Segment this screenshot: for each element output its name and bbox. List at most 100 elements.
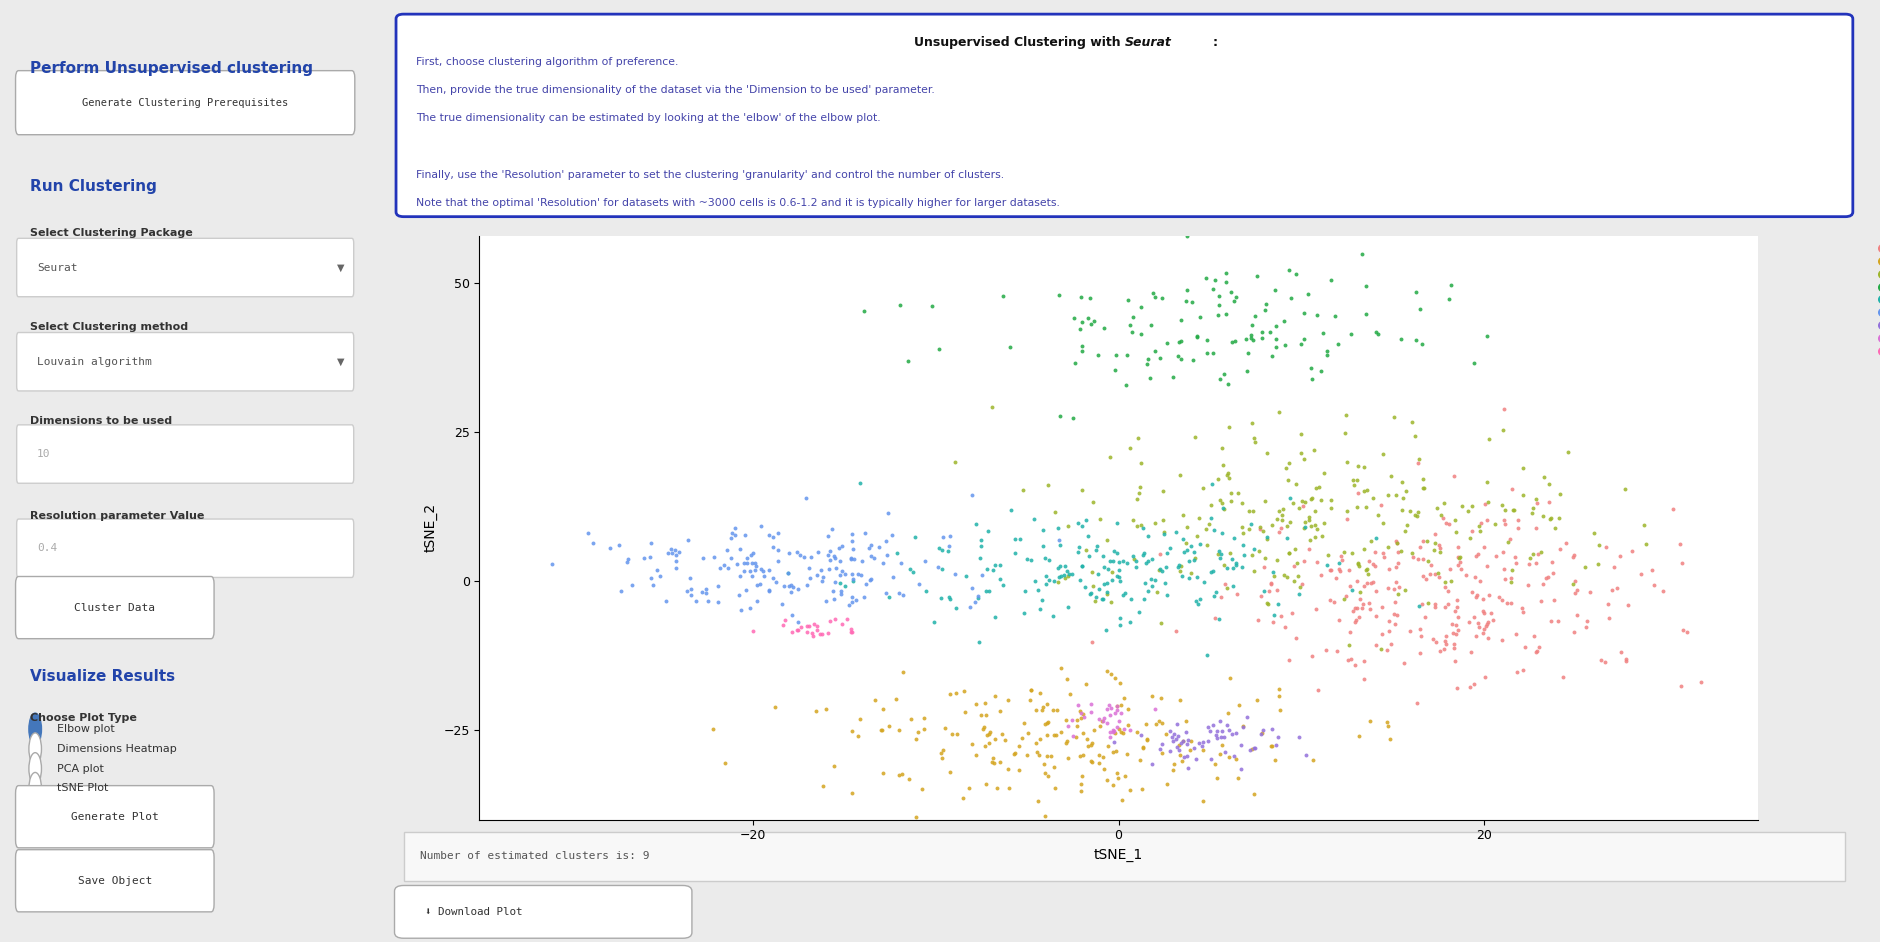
Point <box>1053 566 1083 581</box>
Point <box>1472 495 1502 510</box>
Point <box>1384 586 1414 601</box>
Point <box>1451 567 1481 582</box>
Point <box>1126 727 1156 742</box>
Point <box>617 577 647 593</box>
Point <box>979 755 1010 771</box>
Point <box>1089 762 1119 777</box>
Point <box>1066 784 1096 799</box>
Point <box>1188 793 1218 808</box>
Point <box>899 564 929 579</box>
Point <box>978 399 1008 414</box>
Point <box>1211 275 1241 290</box>
Point <box>1404 598 1434 613</box>
Point <box>1216 494 1246 509</box>
Point <box>635 570 666 585</box>
Point <box>1668 556 1698 571</box>
Point <box>737 545 767 560</box>
Point <box>1214 671 1245 686</box>
Point <box>1166 559 1196 574</box>
Point <box>869 555 899 570</box>
Point <box>1519 629 1549 644</box>
Point <box>1455 679 1485 694</box>
Text: ▼: ▼ <box>337 357 344 366</box>
Point <box>763 554 793 569</box>
Point <box>1545 511 1575 526</box>
Point <box>652 593 682 609</box>
Point <box>1181 752 1211 767</box>
Point <box>1609 481 1639 496</box>
Point <box>1382 535 1412 550</box>
Text: Select Clustering method: Select Clustering method <box>30 322 188 333</box>
Point <box>1141 573 1171 588</box>
Point <box>885 556 916 571</box>
Point <box>1423 569 1453 584</box>
Point <box>966 532 996 547</box>
Point <box>1075 585 1105 600</box>
Point <box>1045 568 1075 583</box>
Point <box>901 731 931 746</box>
Point <box>1273 530 1303 545</box>
Point <box>882 691 912 706</box>
Point <box>1060 355 1090 370</box>
Point <box>1028 700 1058 715</box>
Point <box>970 707 1000 723</box>
Text: ▼: ▼ <box>337 263 344 272</box>
Point <box>1365 642 1395 657</box>
Point <box>927 543 957 558</box>
Point <box>1465 518 1495 533</box>
Point <box>1196 497 1226 512</box>
Point <box>1284 729 1314 744</box>
Point <box>1192 521 1222 536</box>
Point <box>1361 324 1391 339</box>
Point <box>1472 630 1502 645</box>
Point <box>635 549 666 564</box>
Point <box>1519 546 1549 561</box>
Point <box>1282 555 1312 570</box>
Point <box>1425 538 1455 553</box>
Point <box>1113 348 1143 363</box>
Point <box>729 556 760 571</box>
Point <box>1412 533 1442 548</box>
Point <box>1342 612 1372 627</box>
Point <box>1162 524 1192 539</box>
Point <box>1043 520 1073 535</box>
Point <box>820 548 850 563</box>
Point <box>1352 576 1382 591</box>
Point <box>1288 451 1318 466</box>
Text: Note that the optimal 'Resolution' for datasets with ~3000 cells is 0.6-1.2 and : Note that the optimal 'Resolution' for d… <box>415 198 1060 208</box>
Point <box>1040 504 1070 519</box>
Point <box>1145 546 1175 561</box>
Point <box>1386 332 1416 347</box>
Point <box>1032 727 1062 742</box>
Point <box>1173 761 1203 776</box>
Point <box>709 558 739 573</box>
Point <box>1444 551 1474 566</box>
Point <box>1008 482 1038 497</box>
Point <box>1459 676 1489 691</box>
Point <box>1252 529 1282 544</box>
Point <box>1508 600 1538 615</box>
Point <box>1079 593 1109 609</box>
Point <box>1440 618 1470 633</box>
Point <box>771 612 801 627</box>
Point <box>1444 554 1474 569</box>
Point <box>1350 578 1380 593</box>
Point <box>1434 561 1465 577</box>
Point <box>1444 623 1474 638</box>
Point <box>1151 726 1181 741</box>
Point <box>769 618 799 633</box>
Point <box>1023 744 1053 759</box>
Point <box>1102 545 1132 560</box>
Point <box>1136 371 1166 386</box>
Point <box>1104 555 1134 570</box>
Point <box>1192 537 1222 552</box>
Point <box>1075 738 1105 753</box>
Point <box>1181 329 1211 344</box>
Point <box>1557 550 1587 565</box>
Point <box>1769 532 1799 547</box>
Point <box>1438 625 1468 641</box>
Point <box>1376 732 1406 747</box>
Point <box>910 553 940 568</box>
Point <box>1367 626 1397 642</box>
Point <box>1389 583 1419 598</box>
